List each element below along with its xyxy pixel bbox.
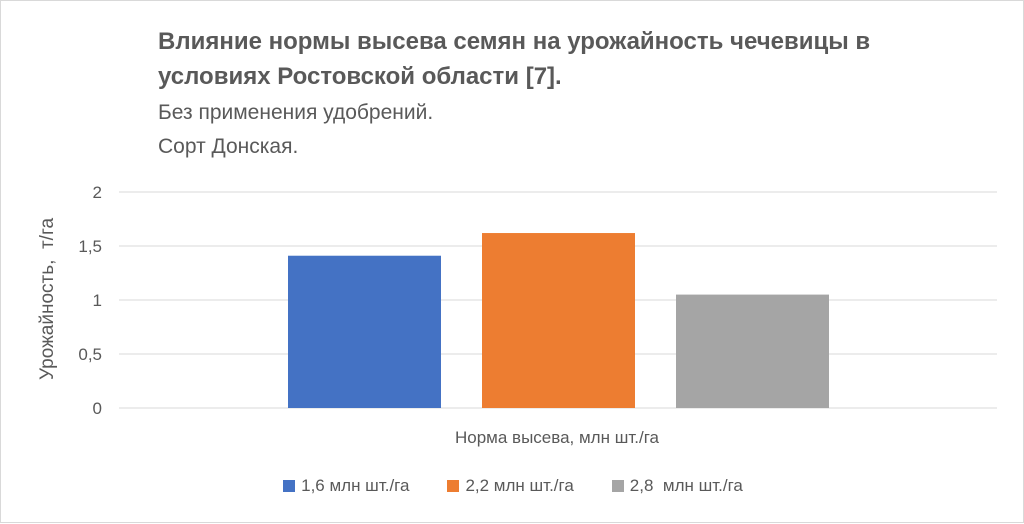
legend-label: 2,8 млн шт./га [629,476,743,495]
legend-swatch [611,480,624,492]
x-axis-label: Норма высева, млн шт./га [455,428,659,447]
legend-label: 2,2 млн шт./га [465,476,574,495]
chart-title-line-2: условиях Ростовской области [7]. [158,63,562,90]
chart-subtitle-line-2: Сорт Донская. [158,135,299,158]
chart-subtitle-line-1: Без применения удобрений. [158,101,434,124]
legend-swatch [283,480,296,492]
bar [676,294,829,408]
legend-item: 2,2 млн шт./га [447,476,574,496]
y-tick-label: 1 [93,291,102,310]
y-tick-label: 0 [93,399,102,418]
legend: 1,6 млн шт./га 2,2 млн шт./га 2,8 млн шт… [1,476,1024,496]
legend-item: 1,6 млн шт./га [283,476,409,496]
y-axis-label: Урожайность, т/га [37,217,58,381]
y-tick-label: 0,5 [78,345,102,364]
bar [288,255,441,408]
chart-title-line-1: Влияние нормы высева семян на урожайност… [158,28,871,55]
legend-item: 2,8 млн шт./га [611,476,743,496]
legend-label: 1,6 млн шт./га [301,476,410,495]
legend-swatch [447,480,460,492]
y-tick-label: 2 [93,183,102,202]
y-tick-label: 1,5 [78,237,102,256]
bar [482,233,635,408]
